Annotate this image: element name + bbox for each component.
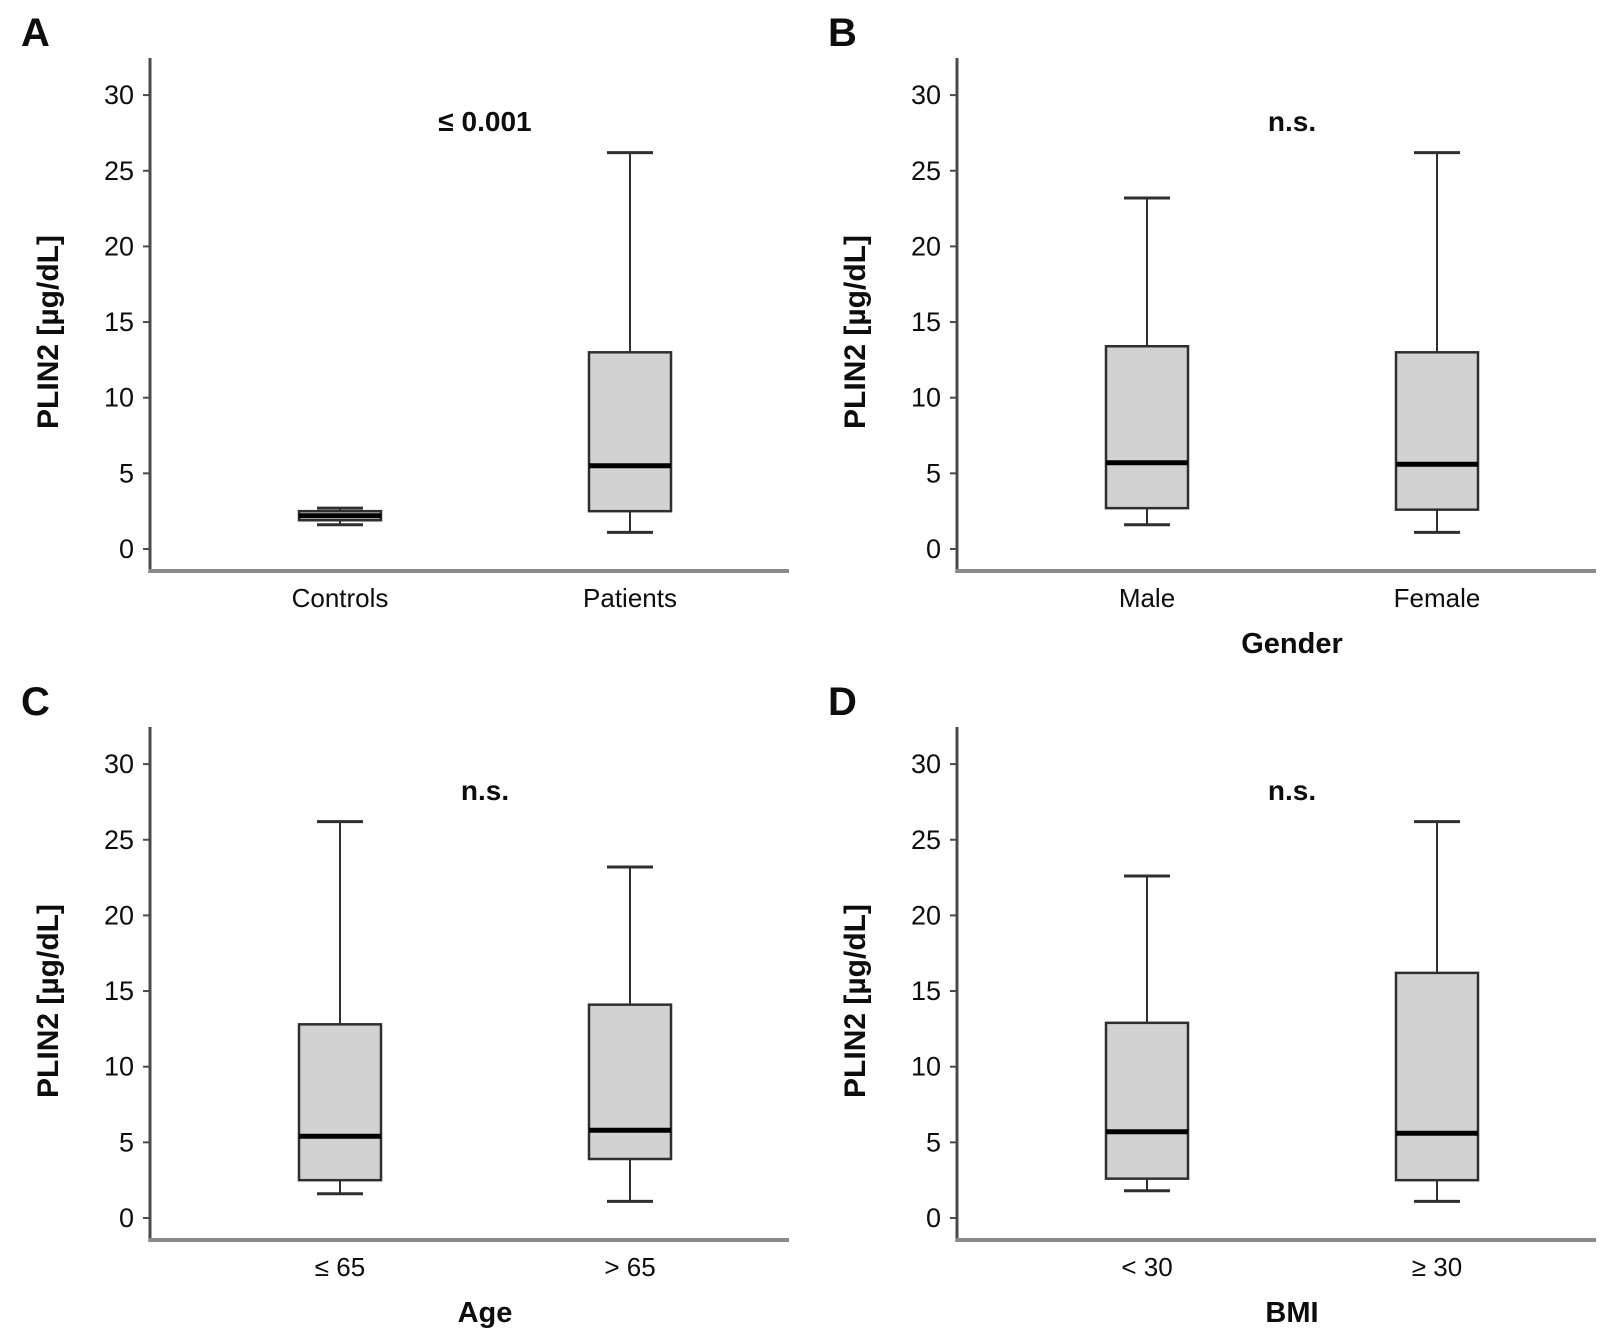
iqr-box (1104, 345, 1190, 510)
y-tick-label: 20 (911, 231, 941, 261)
significance-annotation: n.s. (1268, 106, 1316, 137)
y-tick-label: 0 (926, 1203, 941, 1233)
panel-D: D 0 5 10 15 20 25 30 PLIN2 [µg/dL] < 30 ≥ 30 n.s. B… (807, 669, 1614, 1338)
x-axis-title: Age (458, 1297, 513, 1329)
y-tick-label: 25 (104, 825, 134, 855)
y-tick-label: 15 (911, 307, 941, 337)
iqr-box (1104, 1021, 1190, 1180)
y-tick-label: 10 (104, 1052, 134, 1082)
box-left (1104, 874, 1190, 1193)
significance-annotation: ≤ 0.001 (438, 106, 531, 137)
category-label: < 30 (1121, 1252, 1172, 1282)
category-label: Male (1119, 583, 1175, 613)
iqr-box (1394, 351, 1480, 511)
panel-C: C 0 5 10 15 20 25 30 PLIN2 [µg/dL] ≤ 65 > 65 n.s. A… (0, 669, 807, 1338)
y-axis-title: PLIN2 [µg/dL] (839, 235, 872, 429)
y-tick-label: 30 (104, 80, 134, 110)
y-tick-label: 15 (104, 976, 134, 1006)
category-label: > 65 (604, 1252, 655, 1282)
category-label: ≤ 65 (315, 1252, 365, 1282)
y-tick-label: 15 (911, 976, 941, 1006)
y-tick-label: 10 (911, 383, 941, 413)
box-right (1394, 151, 1480, 534)
boxplot-chart-C: 0 5 10 15 20 25 30 PLIN2 [µg/dL] ≤ 65 > 65 n.s. Age (32, 727, 789, 1329)
y-tick-label: 25 (911, 156, 941, 186)
boxplot-chart-A: 0 5 10 15 20 25 30 PLIN2 [µg/dL] Controls Patient… (32, 58, 789, 613)
boxplot-chart-D: 0 5 10 15 20 25 30 PLIN2 [µg/dL] < 30 ≥ 30 n.s. BMI (839, 727, 1596, 1329)
box-right (1394, 820, 1480, 1203)
y-tick-label: 15 (104, 307, 134, 337)
y-tick-label: 30 (911, 749, 941, 779)
y-axis-title: PLIN2 [µg/dL] (32, 904, 65, 1098)
y-tick-label: 10 (104, 383, 134, 413)
box-right (587, 151, 673, 534)
y-tick-label: 25 (911, 825, 941, 855)
box-left (297, 506, 383, 527)
y-axis-title: PLIN2 [µg/dL] (839, 904, 872, 1098)
y-tick-label: 5 (926, 458, 941, 488)
y-tick-label: 5 (119, 1127, 134, 1157)
iqr-box (587, 351, 673, 513)
y-tick-label: 20 (911, 900, 941, 930)
box-left (297, 820, 383, 1196)
panel-B: B 0 5 10 15 20 25 30 PLIN2 [µg/dL] Male Female n.s… (807, 0, 1614, 669)
panel-A: A 0 5 10 15 20 25 30 PLIN2 [µg/dL] Controls Patie… (0, 0, 807, 669)
y-tick-label: 30 (104, 749, 134, 779)
iqr-box (297, 1023, 383, 1182)
category-label: ≥ 30 (1412, 1252, 1462, 1282)
iqr-box (587, 1003, 673, 1161)
y-tick-label: 0 (926, 534, 941, 564)
box-right (587, 865, 673, 1203)
panel-letter-B: B (828, 11, 857, 55)
significance-annotation: n.s. (461, 775, 509, 806)
panel-letter-A: A (21, 11, 50, 55)
y-axis-title: PLIN2 [µg/dL] (32, 235, 65, 429)
y-tick-label: 20 (104, 231, 134, 261)
y-tick-label: 5 (926, 1127, 941, 1157)
y-tick-label: 5 (119, 458, 134, 488)
panel-letter-D: D (828, 680, 857, 724)
boxplot-chart-B: 0 5 10 15 20 25 30 PLIN2 [µg/dL] Male Female n.s. G… (839, 58, 1596, 660)
y-tick-label: 30 (911, 80, 941, 110)
iqr-box (1394, 971, 1480, 1182)
y-tick-label: 0 (119, 1203, 134, 1233)
box-left (1104, 196, 1190, 527)
y-tick-label: 10 (911, 1052, 941, 1082)
significance-annotation: n.s. (1268, 775, 1316, 806)
y-tick-label: 20 (104, 900, 134, 930)
x-axis-title: BMI (1265, 1297, 1318, 1329)
category-label: Female (1394, 583, 1481, 613)
y-tick-label: 0 (119, 534, 134, 564)
category-label: Patients (583, 583, 677, 613)
panel-letter-C: C (21, 680, 50, 724)
category-label: Controls (292, 583, 389, 613)
y-tick-label: 25 (104, 156, 134, 186)
x-axis-title: Gender (1241, 628, 1343, 660)
